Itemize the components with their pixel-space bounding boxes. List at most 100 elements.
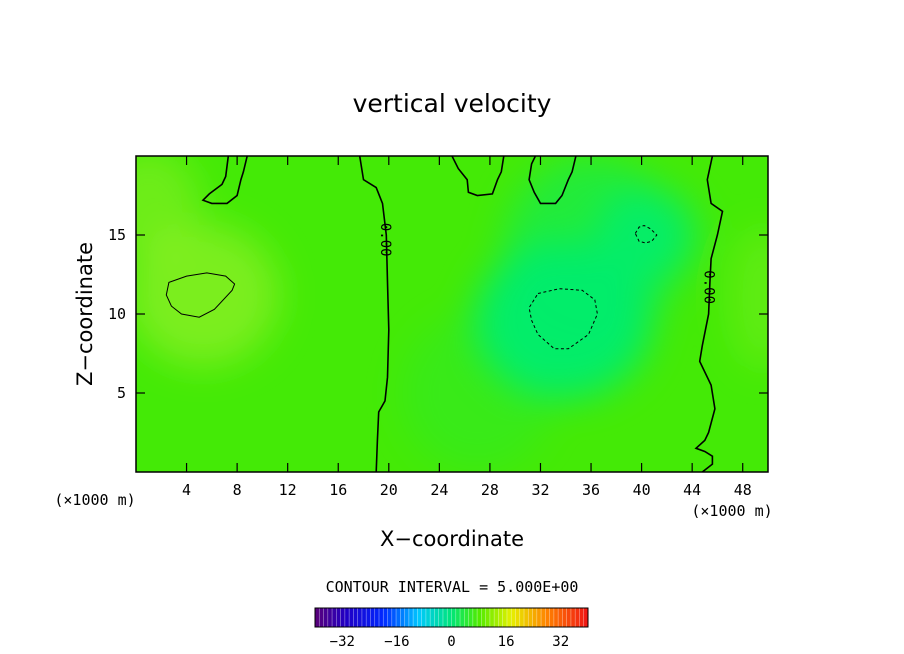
colorbar-cell [575, 608, 580, 627]
colorbar-cell [494, 608, 499, 627]
colorbar-cell [327, 608, 333, 627]
colorbar-cell [391, 608, 397, 627]
colorbar-cell [336, 608, 341, 627]
field-region [136, 156, 200, 259]
colorbar-cell [383, 608, 388, 627]
contour-lines [165, 156, 724, 472]
velocity-field [136, 156, 768, 472]
x-tick-label: 4 [182, 481, 191, 499]
colorbar-cell [421, 608, 427, 627]
colorbar-tick-label: 16 [498, 634, 515, 650]
x-unit-right: (×1000 m) [691, 502, 772, 520]
zero-contour [694, 156, 724, 472]
colorbar-cell [549, 608, 555, 627]
colorbar-cell [400, 608, 405, 627]
colorbar-cell [583, 608, 589, 627]
colorbar-cell [396, 608, 401, 627]
zero-contour [451, 156, 505, 197]
colorbar-cell [566, 608, 572, 627]
field-region [502, 156, 680, 346]
y-tick-label: 10 [108, 305, 126, 323]
colorbar-tick-label: −32 [330, 634, 355, 650]
colorbar-tick-label: 32 [552, 634, 569, 650]
colorbar-cell [511, 608, 516, 627]
x-tick-label: 28 [481, 481, 499, 499]
colorbar-cell [464, 608, 469, 627]
colorbar-cell [460, 608, 465, 627]
x-tick-label: 8 [233, 481, 242, 499]
zero-contour [358, 156, 390, 472]
y-tick-label: 15 [108, 226, 126, 244]
y-axis-label: Z−coordinate [73, 242, 97, 386]
colorbar-cell [558, 608, 563, 627]
colorbar-frame [314, 607, 589, 628]
colorbar-cell [536, 608, 542, 627]
colorbar-cell [408, 608, 414, 627]
colorbar-cell [485, 608, 491, 627]
colorbar-ticks: −32 −16 0 16 32 [330, 634, 569, 650]
colorbar-cell [455, 608, 461, 627]
colorbar-cell [434, 608, 440, 627]
colorbar-cell [357, 608, 363, 627]
colorbar-cell [323, 608, 329, 627]
zero-contour [528, 156, 577, 205]
colorbar-cell [378, 608, 384, 627]
x-tick-label: 24 [430, 481, 448, 499]
colorbar-cell [413, 608, 418, 627]
colorbar-cell [519, 608, 525, 627]
field-region [136, 223, 279, 367]
colorbar-cell [472, 608, 478, 627]
colorbar-cell [553, 608, 559, 627]
colorbar-cell [340, 608, 346, 627]
x-tick-label: 44 [683, 481, 701, 499]
x-axis: 4 8 12 16 20 24 28 32 36 40 44 48 [182, 156, 752, 499]
colorbar-cell [524, 608, 529, 627]
colorbar-cell [387, 608, 393, 627]
colorbar-cell [498, 608, 503, 627]
field-region [401, 314, 554, 472]
x-tick-label: 12 [279, 481, 297, 499]
colorbar-cell [545, 608, 550, 627]
colorbar-cell [417, 608, 422, 627]
colorbar-cell [468, 608, 474, 627]
colorbar-cell [541, 608, 546, 627]
y-axis: 5 10 15 [108, 226, 768, 402]
colorbar-cell [447, 608, 452, 627]
x-tick-label: 48 [734, 481, 752, 499]
colorbar-cell [361, 608, 367, 627]
colorbar [314, 607, 589, 628]
colorbar-cell [438, 608, 444, 627]
positive-contour [165, 272, 236, 318]
colorbar-cell [515, 608, 521, 627]
colorbar-cell [374, 608, 380, 627]
negative-contour [634, 224, 658, 244]
colorbar-cell [430, 608, 435, 627]
colorbar-cell [442, 608, 448, 627]
colorbar-cell [570, 608, 576, 627]
contour-label: 0.00 [377, 223, 393, 257]
contour-label: 0.00 [701, 270, 717, 304]
colorbar-cell [489, 608, 495, 627]
contour-interval: CONTOUR INTERVAL = 5.000E+00 [326, 578, 579, 596]
colorbar-cell [579, 608, 585, 627]
x-axis-label: X−coordinate [380, 527, 524, 551]
colorbar-cell [506, 608, 512, 627]
colorbar-tick-label: −16 [384, 634, 409, 650]
colorbar-cell [481, 608, 486, 627]
colorbar-cell [404, 608, 410, 627]
colorbar-cell [532, 608, 538, 627]
colorbar-cell [315, 608, 320, 627]
colorbar-cell [332, 608, 337, 627]
colorbar-cell [451, 608, 457, 627]
chart-title: vertical velocity [353, 89, 552, 118]
x-tick-label: 20 [380, 481, 398, 499]
x-tick-label: 32 [531, 481, 549, 499]
zero-contour [201, 156, 248, 205]
x-unit-left: (×1000 m) [54, 491, 135, 509]
colorbar-cell [477, 608, 482, 627]
colorbar-cell [344, 608, 350, 627]
x-tick-label: 36 [582, 481, 600, 499]
colorbar-cell [349, 608, 354, 627]
contour-labels: 0.00 0.00 [377, 223, 717, 304]
